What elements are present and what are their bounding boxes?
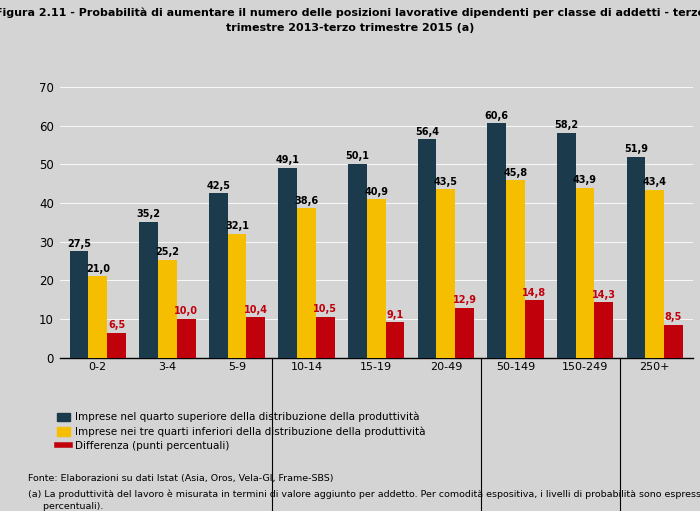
Text: 58,2: 58,2 bbox=[554, 120, 578, 130]
Bar bbox=[367, 199, 386, 358]
Bar bbox=[209, 193, 228, 358]
Bar bbox=[557, 132, 575, 358]
Bar bbox=[298, 208, 316, 358]
Text: 45,8: 45,8 bbox=[503, 168, 528, 178]
Bar bbox=[279, 168, 298, 358]
Bar bbox=[575, 188, 594, 358]
Bar bbox=[437, 190, 455, 358]
Text: 12,9: 12,9 bbox=[453, 295, 477, 305]
Text: 43,4: 43,4 bbox=[643, 177, 666, 187]
Text: (a) La produttività del lavoro è misurata in termini di valore aggiunto per adde: (a) La produttività del lavoro è misurat… bbox=[28, 490, 700, 499]
Bar bbox=[348, 164, 367, 358]
Bar bbox=[645, 190, 664, 358]
Legend: Imprese nel quarto superiore della distribuzione della produttività, Imprese nei: Imprese nel quarto superiore della distr… bbox=[53, 408, 430, 455]
Text: 51,9: 51,9 bbox=[624, 144, 648, 154]
Bar bbox=[455, 308, 474, 358]
Text: Fonte: Elaborazioni su dati Istat (Asia, Oros, Vela-GI, Frame-SBS): Fonte: Elaborazioni su dati Istat (Asia,… bbox=[28, 474, 333, 483]
Text: 14,3: 14,3 bbox=[592, 290, 616, 299]
Text: 49,1: 49,1 bbox=[276, 155, 300, 165]
Text: 14,8: 14,8 bbox=[522, 288, 546, 298]
Text: 40,9: 40,9 bbox=[364, 187, 388, 197]
Bar bbox=[228, 234, 246, 358]
Text: 43,9: 43,9 bbox=[573, 175, 597, 185]
Text: trimestre 2013-terzo trimestre 2015 (a): trimestre 2013-terzo trimestre 2015 (a) bbox=[226, 23, 474, 33]
Bar bbox=[177, 319, 195, 358]
Text: 8,5: 8,5 bbox=[665, 312, 682, 322]
Bar bbox=[418, 140, 437, 358]
Text: 9,1: 9,1 bbox=[386, 310, 404, 320]
Text: 25,2: 25,2 bbox=[155, 247, 179, 258]
Text: 35,2: 35,2 bbox=[136, 209, 160, 219]
Bar bbox=[594, 303, 613, 358]
Bar bbox=[107, 333, 126, 358]
Bar bbox=[69, 251, 88, 358]
Bar bbox=[487, 123, 506, 358]
Text: 42,5: 42,5 bbox=[206, 180, 230, 191]
Text: Figura 2.11 - Probabilità di aumentare il numero delle posizioni lavorative dipe: Figura 2.11 - Probabilità di aumentare i… bbox=[0, 8, 700, 18]
Bar bbox=[139, 221, 158, 358]
Text: 10,4: 10,4 bbox=[244, 305, 268, 315]
Bar bbox=[626, 157, 645, 358]
Bar bbox=[88, 276, 107, 358]
Bar bbox=[246, 317, 265, 358]
Bar bbox=[316, 317, 335, 358]
Text: 32,1: 32,1 bbox=[225, 221, 249, 231]
Text: 43,5: 43,5 bbox=[434, 177, 458, 187]
Text: 6,5: 6,5 bbox=[108, 320, 125, 330]
Text: percentuali).: percentuali). bbox=[28, 502, 104, 511]
Bar bbox=[506, 180, 525, 358]
Text: 10,0: 10,0 bbox=[174, 306, 198, 316]
Text: 21,0: 21,0 bbox=[86, 264, 110, 274]
Bar bbox=[664, 325, 683, 358]
Text: 27,5: 27,5 bbox=[67, 239, 91, 248]
Bar bbox=[386, 322, 405, 358]
Text: 10,5: 10,5 bbox=[314, 305, 337, 314]
Text: 56,4: 56,4 bbox=[415, 127, 439, 137]
Bar bbox=[525, 300, 544, 358]
Bar bbox=[158, 260, 177, 358]
Text: 60,6: 60,6 bbox=[484, 110, 509, 121]
Text: 50,1: 50,1 bbox=[346, 151, 370, 161]
Text: 38,6: 38,6 bbox=[295, 196, 318, 205]
